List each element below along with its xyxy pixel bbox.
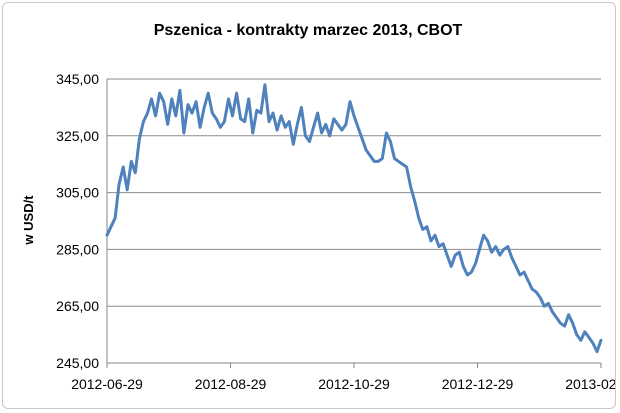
y-tick-label: 285,00 — [56, 241, 99, 257]
x-tick-label: 2012-06-29 — [71, 376, 143, 392]
y-tick-label: 265,00 — [56, 298, 99, 314]
x-tick-label: 2012-12-29 — [442, 376, 514, 392]
line-chart: Pszenica - kontrakty marzec 2013, CBOT w… — [21, 22, 616, 392]
chart-title: Pszenica - kontrakty marzec 2013, CBOT — [154, 22, 463, 39]
y-tick-labels: 245,00 265,00 285,00 305,00 325,00 345,00 — [56, 71, 99, 371]
y-tick-label: 345,00 — [56, 71, 99, 87]
y-tick-label: 325,00 — [56, 128, 99, 144]
y-tick-label: 245,00 — [56, 355, 99, 371]
x-tick-label: 2013-02-28 — [565, 376, 616, 392]
x-tick-labels: 2012-06-29 2012-08-29 2012-10-29 2012-12-29… — [71, 363, 616, 392]
series-line — [105, 83, 603, 354]
gridlines — [106, 78, 601, 364]
y-tick-label: 305,00 — [56, 185, 99, 201]
x-tick-label: 2012-10-29 — [318, 376, 390, 392]
y-axis-label: w USD/t — [21, 195, 36, 246]
x-tick-label: 2012-08-29 — [195, 376, 267, 392]
chart-frame: Pszenica - kontrakty marzec 2013, CBOT w… — [2, 2, 616, 409]
